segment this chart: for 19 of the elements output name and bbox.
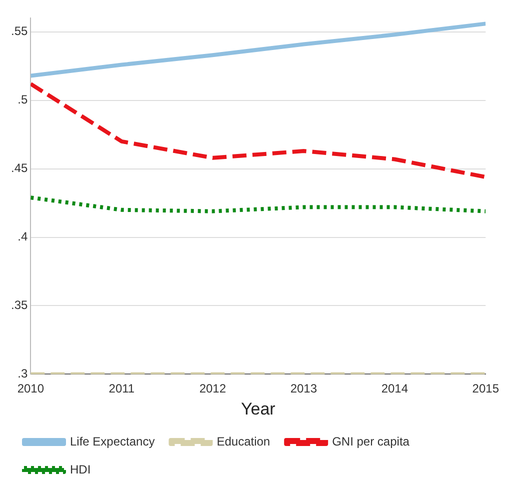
x-tick-label: 2014 xyxy=(381,382,408,396)
y-tick-label: .4 xyxy=(18,230,28,244)
x-tick-label: 2012 xyxy=(199,382,226,396)
y-tick-label: .3 xyxy=(18,366,28,381)
line-series xyxy=(30,82,486,180)
legend-label: Life Expectancy xyxy=(70,434,155,448)
y-tick-label: .55 xyxy=(10,24,28,38)
legend-label: HDI xyxy=(70,462,91,476)
y-tick-label: .45 xyxy=(10,161,28,176)
y-tick-label: .5 xyxy=(18,92,28,107)
line-series xyxy=(30,196,486,214)
x-tick-label: 2015 xyxy=(472,382,500,396)
x-axis-title: Year xyxy=(240,399,276,418)
legend-label: Education xyxy=(216,434,270,448)
x-tick-label: 2013 xyxy=(290,382,318,396)
x-tick-label: 2011 xyxy=(108,382,135,396)
legend-label: GNI per capita xyxy=(332,434,410,448)
x-tick-label: 2010 xyxy=(17,382,44,396)
y-tick-label: .35 xyxy=(10,298,28,312)
